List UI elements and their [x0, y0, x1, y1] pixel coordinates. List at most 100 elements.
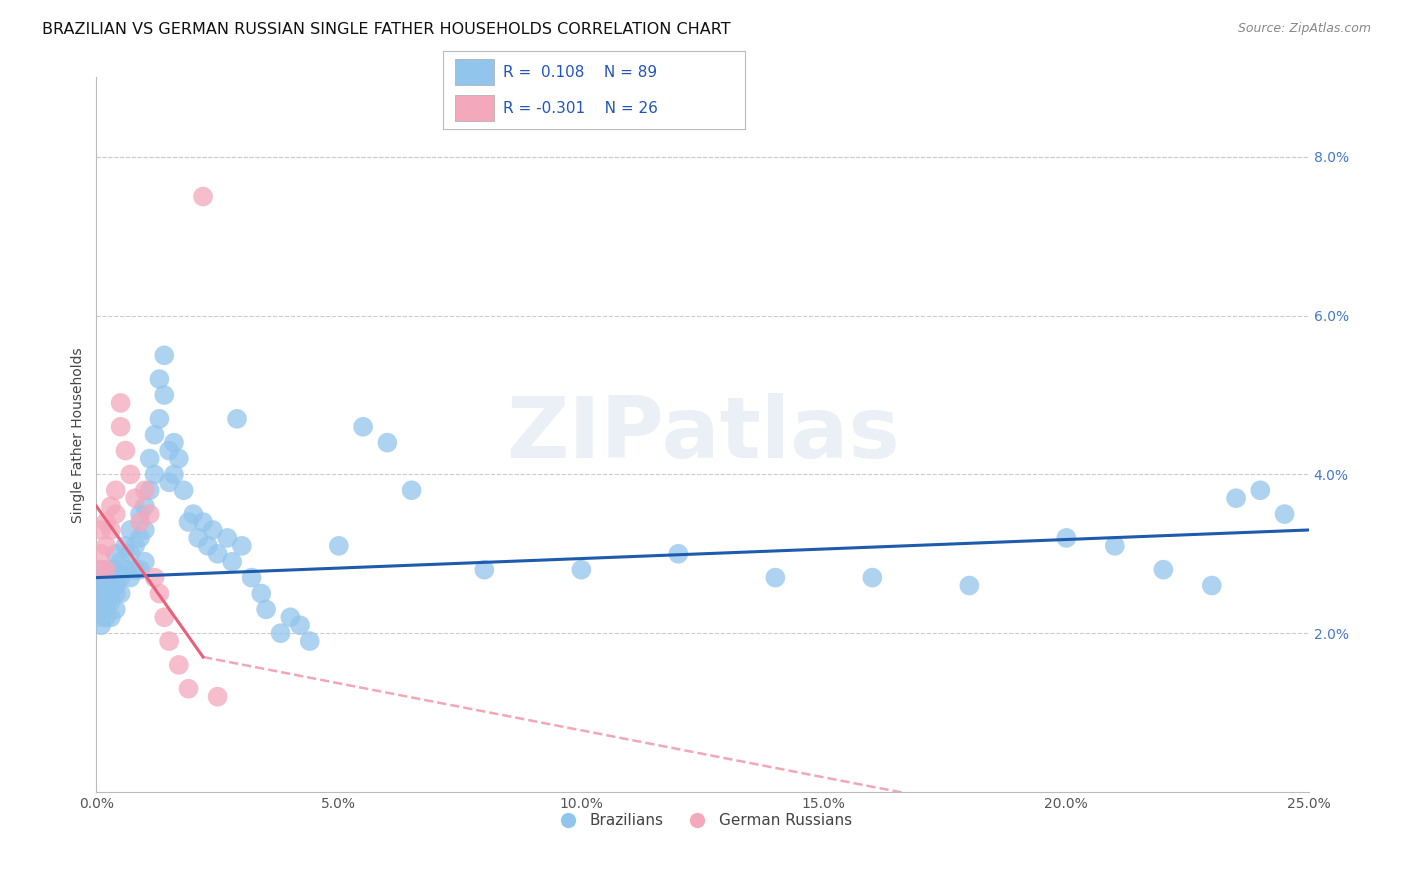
- German Russians: [100, 499, 122, 513]
- Brazilians: [138, 483, 160, 498]
- German Russians: [110, 396, 132, 410]
- German Russians: [153, 610, 176, 624]
- Brazilians: [1274, 507, 1296, 521]
- German Russians: [114, 443, 136, 458]
- German Russians: [191, 189, 214, 203]
- Brazilians: [90, 563, 112, 577]
- Brazilians: [114, 539, 136, 553]
- German Russians: [129, 515, 152, 529]
- Brazilians: [148, 412, 170, 426]
- Brazilians: [110, 586, 132, 600]
- Brazilians: [110, 571, 132, 585]
- Brazilians: [1225, 491, 1247, 506]
- Brazilians: [90, 586, 112, 600]
- Brazilians: [167, 451, 190, 466]
- Brazilians: [94, 586, 117, 600]
- Brazilians: [298, 634, 321, 648]
- Brazilians: [250, 586, 273, 600]
- Brazilians: [157, 443, 180, 458]
- Brazilians: [129, 507, 152, 521]
- Brazilians: [94, 610, 117, 624]
- Brazilians: [90, 571, 112, 585]
- Brazilians: [177, 515, 200, 529]
- Brazilians: [104, 563, 127, 577]
- German Russians: [110, 419, 132, 434]
- Brazilians: [157, 475, 180, 490]
- Brazilians: [94, 571, 117, 585]
- Brazilians: [163, 435, 186, 450]
- German Russians: [167, 657, 190, 672]
- Brazilians: [201, 523, 224, 537]
- Brazilians: [110, 555, 132, 569]
- Brazilians: [352, 419, 374, 434]
- Brazilians: [90, 594, 112, 608]
- Text: ZIPatlas: ZIPatlas: [506, 393, 900, 476]
- Brazilians: [104, 602, 127, 616]
- Brazilians: [100, 563, 122, 577]
- Brazilians: [288, 618, 311, 632]
- Brazilians: [173, 483, 195, 498]
- Brazilians: [191, 515, 214, 529]
- Brazilians: [143, 467, 166, 482]
- Brazilians: [100, 594, 122, 608]
- Brazilians: [100, 610, 122, 624]
- Brazilians: [120, 547, 142, 561]
- Brazilians: [104, 586, 127, 600]
- German Russians: [207, 690, 229, 704]
- Brazilians: [957, 578, 980, 592]
- German Russians: [124, 491, 146, 506]
- German Russians: [138, 507, 160, 521]
- Brazilians: [120, 523, 142, 537]
- Brazilians: [153, 348, 176, 362]
- Brazilians: [217, 531, 239, 545]
- German Russians: [90, 563, 112, 577]
- Brazilians: [90, 610, 112, 624]
- Brazilians: [187, 531, 209, 545]
- Brazilians: [207, 547, 229, 561]
- Brazilians: [254, 602, 277, 616]
- Brazilians: [401, 483, 423, 498]
- Brazilians: [666, 547, 689, 561]
- Brazilians: [569, 563, 592, 577]
- Brazilians: [129, 531, 152, 545]
- German Russians: [90, 523, 112, 537]
- Brazilians: [1054, 531, 1077, 545]
- Text: R =  0.108    N = 89: R = 0.108 N = 89: [503, 64, 658, 79]
- German Russians: [94, 515, 117, 529]
- German Russians: [90, 547, 112, 561]
- Text: R = -0.301    N = 26: R = -0.301 N = 26: [503, 101, 658, 116]
- German Russians: [104, 483, 127, 498]
- Brazilians: [197, 539, 219, 553]
- Brazilians: [860, 571, 883, 585]
- Brazilians: [328, 539, 350, 553]
- Brazilians: [94, 578, 117, 592]
- Brazilians: [163, 467, 186, 482]
- Brazilians: [270, 626, 292, 640]
- Brazilians: [763, 571, 786, 585]
- Brazilians: [1201, 578, 1223, 592]
- Brazilians: [138, 451, 160, 466]
- Brazilians: [104, 578, 127, 592]
- German Russians: [143, 571, 166, 585]
- Brazilians: [148, 372, 170, 386]
- Brazilians: [94, 586, 117, 600]
- German Russians: [94, 563, 117, 577]
- Brazilians: [94, 602, 117, 616]
- Y-axis label: Single Father Households: Single Father Households: [72, 347, 86, 523]
- Brazilians: [129, 563, 152, 577]
- Bar: [456, 95, 495, 121]
- Brazilians: [280, 610, 302, 624]
- Brazilians: [134, 499, 156, 513]
- Brazilians: [90, 578, 112, 592]
- Brazilians: [1249, 483, 1271, 498]
- Brazilians: [104, 547, 127, 561]
- German Russians: [100, 523, 122, 537]
- Brazilians: [100, 578, 122, 592]
- Brazilians: [90, 602, 112, 616]
- Brazilians: [221, 555, 243, 569]
- German Russians: [94, 539, 117, 553]
- Brazilians: [90, 618, 112, 632]
- Brazilians: [124, 563, 146, 577]
- Brazilians: [153, 388, 176, 402]
- German Russians: [104, 507, 127, 521]
